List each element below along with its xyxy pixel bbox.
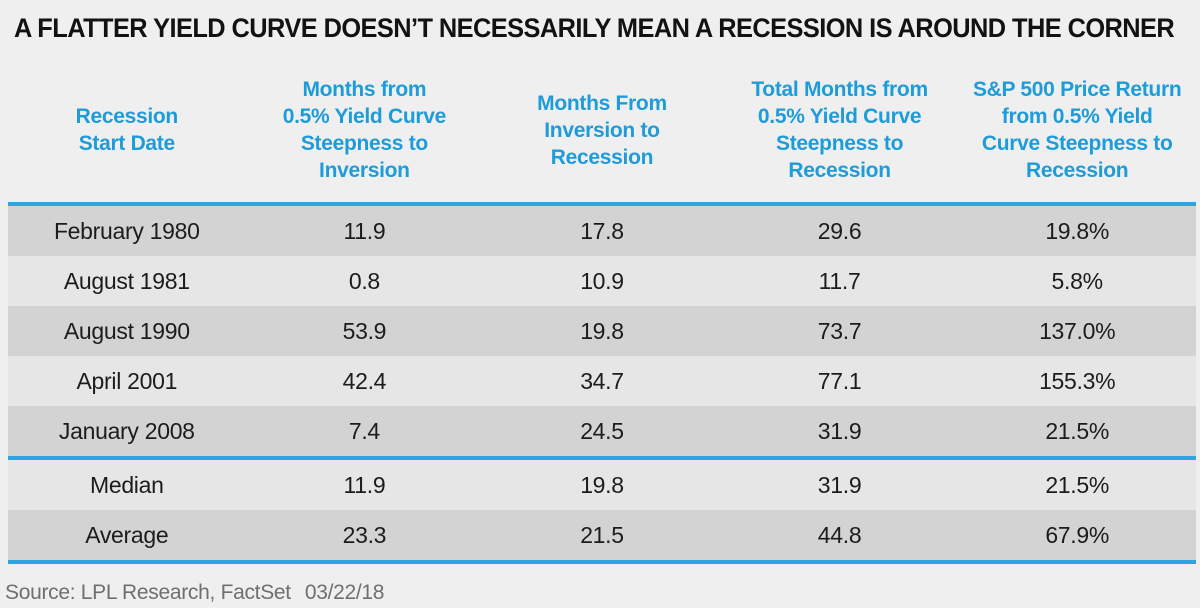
row-label: Average — [85, 521, 169, 548]
row-value: 19.8% — [1045, 217, 1110, 244]
row-value: 44.8 — [817, 521, 862, 548]
divider-top-rule — [8, 202, 1196, 206]
source-note: Source: LPL Research, FactSet 03/22/18 — [5, 581, 1200, 605]
row-value: 137.0% — [1039, 317, 1116, 344]
row-value: 53.9 — [342, 317, 387, 344]
column-header-recession-start-date: Recession Start Date — [75, 105, 179, 155]
row-label: August 1981 — [63, 267, 190, 294]
column-header-months-inversion-to-recession: Months From Inversion to Recession — [537, 91, 667, 169]
row-value: 19.8 — [580, 471, 624, 498]
row-value: 5.8% — [1051, 267, 1104, 294]
column-header-total-months-steepness-to-recession: Total Months from 0.5% Yield Curve Steep… — [751, 78, 928, 182]
source-text: Source: LPL Research, FactSet — [5, 581, 291, 604]
table-row: January 2008 7.4 24.5 31.9 21.5% — [8, 406, 1196, 456]
row-value: 29.6 — [817, 217, 862, 244]
row-value: 34.7 — [580, 367, 624, 394]
row-value: 42.4 — [342, 367, 387, 394]
table-body-recessions: February 1980 11.9 17.8 29.6 19.8% August 198… — [8, 206, 1196, 456]
row-label: February 1980 — [53, 217, 200, 244]
row-value: 31.9 — [817, 417, 862, 444]
divider-summary-rule — [8, 456, 1196, 460]
row-value: 24.5 — [580, 417, 624, 444]
row-value: 19.8 — [580, 317, 624, 344]
table-row: Average 23.3 21.5 44.8 67.9% — [8, 510, 1196, 560]
source-date: 03/22/18 — [304, 581, 385, 604]
table-row: February 1980 11.9 17.8 29.6 19.8% — [8, 206, 1196, 256]
column-header-months-steepness-to-inversion: Months from 0.5% Yield Curve Steepness t… — [282, 78, 447, 182]
chart-title: A FLATTER YIELD CURVE DOESN’T NECESSARIL… — [14, 13, 1175, 43]
row-value: 23.3 — [342, 521, 387, 548]
row-value: 21.5% — [1045, 471, 1110, 498]
row-value: 77.1 — [817, 367, 862, 394]
table-row: Median 11.9 19.8 31.9 21.5% — [8, 460, 1196, 510]
row-label: August 1990 — [63, 317, 190, 344]
row-value: 11.9 — [343, 471, 386, 498]
row-value: 31.9 — [817, 471, 862, 498]
row-value: 17.8 — [580, 217, 624, 244]
row-value: 67.9% — [1045, 521, 1110, 548]
table-row: April 2001 42.4 34.7 77.1 155.3% — [8, 356, 1196, 406]
row-value: 11.7 — [818, 267, 861, 294]
row-value: 10.9 — [580, 267, 624, 294]
row-value: 7.4 — [348, 417, 380, 444]
row-label: April 2001 — [76, 367, 178, 394]
table-row: August 1981 0.8 10.9 11.7 5.8% — [8, 256, 1196, 306]
row-value: 0.8 — [348, 267, 380, 294]
row-value: 21.5 — [580, 521, 624, 548]
row-label: Median — [89, 471, 164, 498]
column-header-sp500-price-return: S&P 500 Price Return from 0.5% Yield Cur… — [972, 78, 1182, 182]
table-row: August 1990 53.9 19.8 73.7 137.0% — [8, 306, 1196, 356]
row-value: 155.3% — [1039, 367, 1116, 394]
table-header-row: Recession Start Date Months from 0.5% Yi… — [8, 58, 1196, 202]
divider-bottom-rule — [8, 560, 1196, 564]
data-table: February 1980 11.9 17.8 29.6 19.8% August 198… — [8, 202, 1196, 564]
row-value: 11.9 — [343, 217, 386, 244]
row-label: January 2008 — [58, 417, 195, 444]
row-value: 21.5% — [1045, 417, 1110, 444]
row-value: 73.7 — [817, 317, 862, 344]
table-body-summary: Median 11.9 19.8 31.9 21.5% Average 23.3 21.5 44… — [8, 460, 1196, 560]
